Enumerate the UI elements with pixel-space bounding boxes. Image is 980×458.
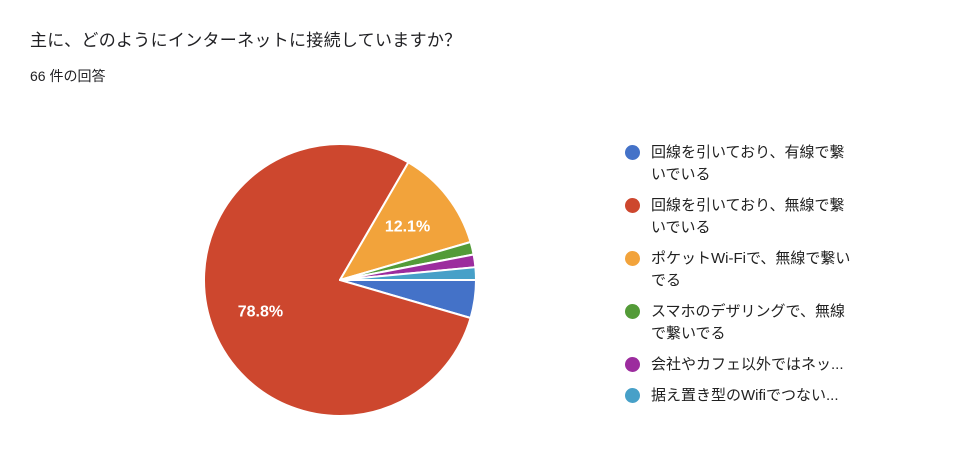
legend-dot-icon xyxy=(625,304,640,319)
pie-chart-svg: 78.8% 12.1% xyxy=(203,143,478,417)
legend-label: 回線を引いており、無線で繋 いでいる xyxy=(651,197,845,236)
legend-label: 回線を引いており、有線で繋 いでいる xyxy=(651,144,845,183)
legend-label: 据え置き型のWifiでつない... xyxy=(651,387,839,404)
legend-dot-icon xyxy=(625,251,640,266)
pie-slice-1[interactable] xyxy=(203,143,472,417)
legend-dot-icon xyxy=(625,357,640,372)
question-title: 主に、どのようにインターネットに接続していますか？ xyxy=(30,31,462,50)
legend-item-3: スマホのデザリングで、無線 で繋いでる xyxy=(625,301,955,345)
legend-item-1: 回線を引いており、無線で繋 いでいる xyxy=(625,195,955,239)
legend-label: スマホのデザリングで、無線 で繋いでる xyxy=(651,303,845,342)
pie-slice-label-1: 78.8% xyxy=(238,303,283,320)
legend-label: 会社やカフェ以外ではネッ... xyxy=(651,356,844,373)
pie-slice-5[interactable] xyxy=(339,266,478,281)
response-count: 66 件の回答 xyxy=(30,68,106,84)
legend-item-0: 回線を引いており、有線で繋 いでいる xyxy=(625,142,955,186)
legend-item-5: 据え置き型のWifiでつない... xyxy=(625,385,955,407)
pie-slice-label-2: 12.1% xyxy=(385,219,430,236)
legend-item-2: ポケットWi-Fiで、無線で繋い でる xyxy=(625,248,955,292)
chart-legend: 回線を引いており、有線で繋 いでいる 回線を引いており、無線で繋 いでいる ポケットWi… xyxy=(625,142,955,416)
pie-chart: 78.8% 12.1% xyxy=(180,120,500,440)
legend-dot-icon xyxy=(625,388,640,403)
legend-item-4: 会社やカフェ以外ではネッ... xyxy=(625,354,955,376)
legend-label: ポケットWi-Fiで、無線で繋い でる xyxy=(651,250,851,289)
legend-dot-icon xyxy=(625,145,640,160)
legend-dot-icon xyxy=(625,198,640,213)
